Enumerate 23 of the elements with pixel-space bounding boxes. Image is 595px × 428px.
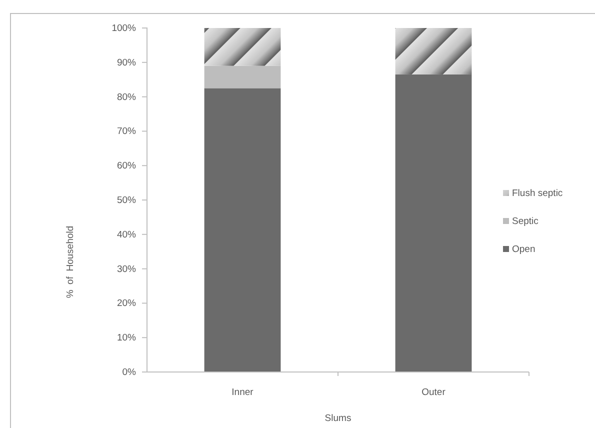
y-tick-label: 90%	[116, 57, 137, 68]
y-tick-label: 10%	[116, 332, 137, 344]
y-tick-label: 100%	[112, 23, 137, 34]
x-tick-label: Outer	[422, 387, 446, 398]
x-axis-title: Slums	[324, 413, 352, 424]
legend-label: Open	[512, 244, 536, 255]
bar	[395, 74, 472, 372]
bar	[204, 28, 281, 66]
x-tick-label: Inner	[232, 387, 254, 398]
y-tick-label: 60%	[116, 160, 137, 172]
y-tick-label: 80%	[116, 92, 137, 103]
y-tick-label: 50%	[116, 195, 137, 206]
y-axis-title: % of Household	[65, 226, 76, 298]
bar	[204, 66, 281, 88]
bar	[204, 88, 281, 372]
y-tick-label: 30%	[116, 264, 137, 275]
y-tick-label: 70%	[116, 126, 137, 138]
y-tick-label: 40%	[116, 229, 137, 240]
legend-label: Septic	[512, 216, 539, 227]
y-tick-label: 20%	[116, 298, 137, 310]
bar	[395, 28, 472, 74]
y-tick-label: 0%	[122, 367, 137, 378]
legend-label: Flush septic	[512, 188, 563, 199]
